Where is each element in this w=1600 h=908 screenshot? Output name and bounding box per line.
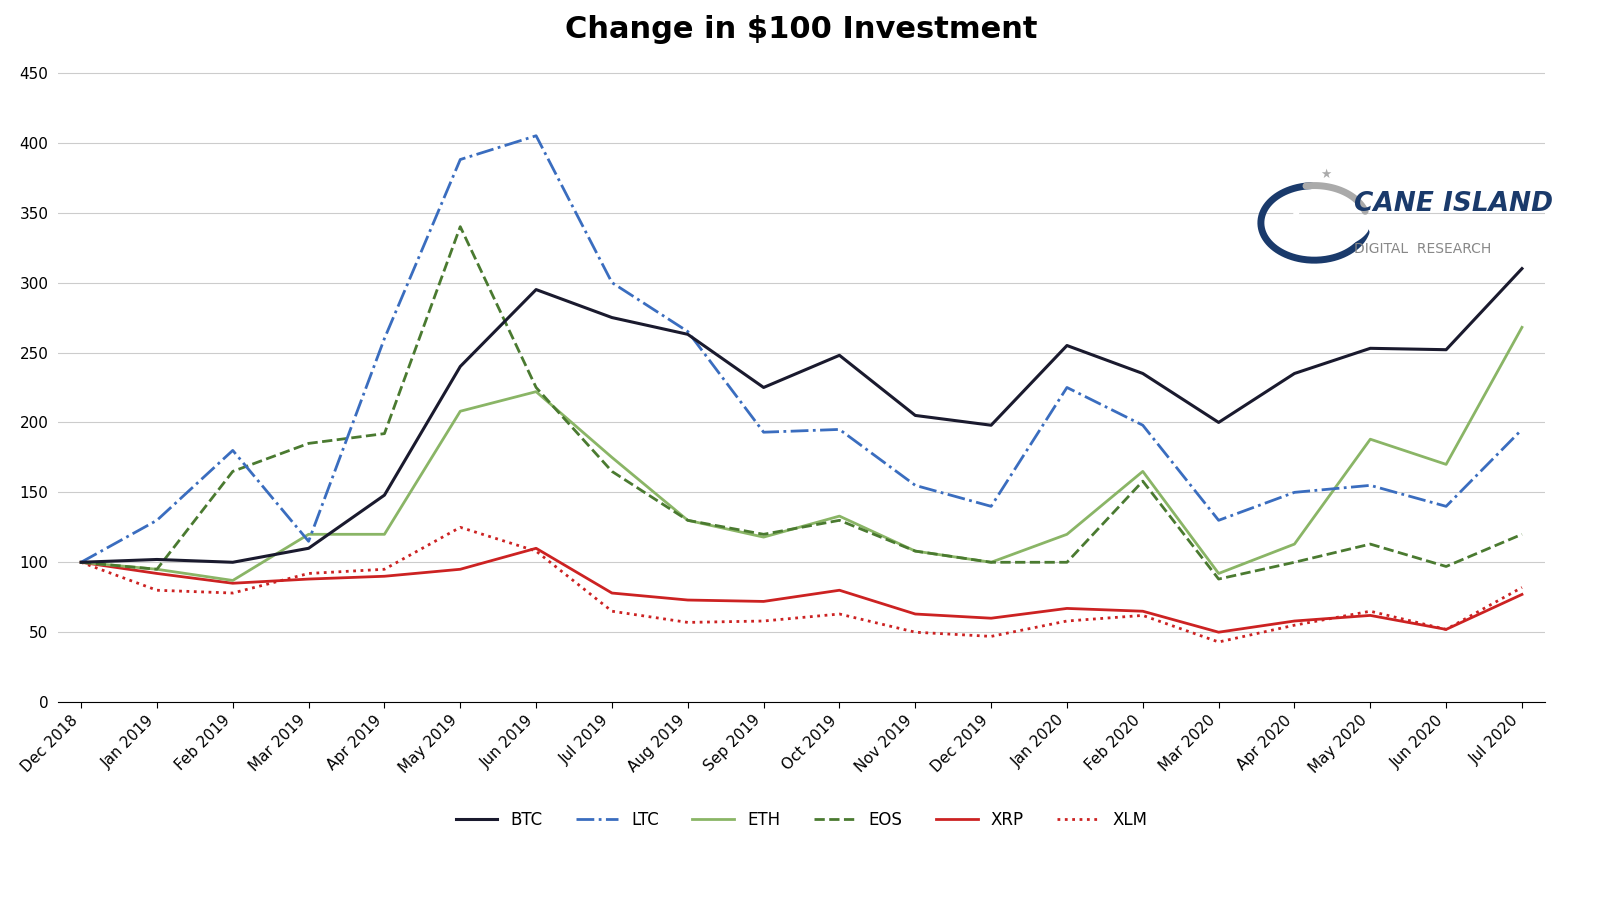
Text: DIGITAL  RESEARCH: DIGITAL RESEARCH [1355, 242, 1491, 256]
Text: CANE ISLAND: CANE ISLAND [1355, 191, 1554, 217]
Legend: BTC, LTC, ETH, EOS, XRP, XLM: BTC, LTC, ETH, EOS, XRP, XLM [450, 804, 1154, 835]
Text: ★: ★ [1320, 168, 1331, 181]
Title: Change in $100 Investment: Change in $100 Investment [565, 15, 1038, 44]
